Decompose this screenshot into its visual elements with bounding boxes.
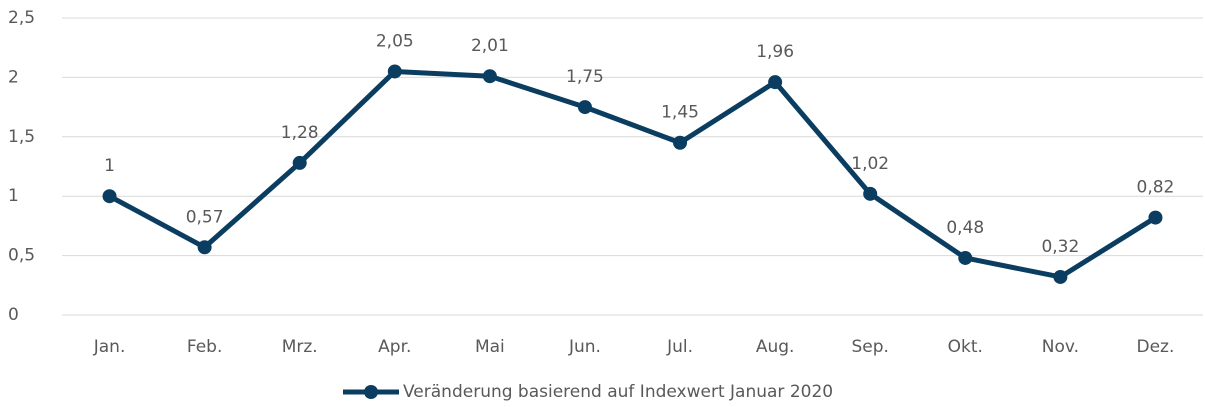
y-tick-label: 1,5	[8, 127, 35, 147]
point	[102, 189, 117, 204]
legend-marker	[364, 385, 378, 399]
data-label: 0,82	[1137, 178, 1175, 198]
point	[292, 155, 307, 170]
point	[197, 240, 212, 255]
x-tick-label: Mrz.	[282, 337, 318, 357]
data-label: 0,48	[946, 218, 984, 238]
point	[958, 250, 973, 265]
x-tick-label: Mai	[475, 337, 505, 357]
x-tick-label: Aug.	[756, 337, 795, 357]
point	[1053, 269, 1068, 284]
y-tick-label: 2	[8, 67, 19, 87]
data-label: 2,05	[376, 31, 414, 51]
legend-label: Veränderung basierend auf Indexwert Janu…	[403, 382, 833, 402]
data-label: 1,02	[851, 154, 889, 174]
x-tick-label: Okt.	[948, 337, 983, 357]
y-tick-label: 2,5	[8, 8, 35, 28]
point	[577, 100, 592, 115]
x-tick-label: Jun.	[568, 337, 601, 357]
x-tick-label: Apr.	[378, 337, 411, 357]
point	[387, 64, 402, 79]
data-label: 0,57	[186, 207, 224, 227]
point	[768, 75, 783, 90]
data-label: 1,28	[281, 123, 319, 143]
x-tick-label: Feb.	[187, 337, 223, 357]
y-tick-label: 1	[8, 186, 19, 206]
x-tick-label: Jan.	[93, 337, 126, 357]
x-tick-label: Dez.	[1137, 337, 1175, 357]
y-tick-label: 0,5	[8, 246, 35, 266]
data-label: 2,01	[471, 36, 509, 56]
x-tick-label: Nov.	[1042, 337, 1079, 357]
point	[482, 69, 497, 84]
data-label: 1,96	[756, 42, 794, 62]
point	[1148, 210, 1163, 225]
data-label: 1,45	[661, 103, 699, 123]
point	[863, 186, 878, 201]
y-tick-label: 0	[8, 305, 19, 325]
data-label: 1,75	[566, 67, 604, 87]
line	[108, 68, 1157, 280]
x-tick-label: Jul.	[666, 337, 693, 357]
x-tick-label: Sep.	[851, 337, 888, 357]
data-label: 0,32	[1041, 237, 1079, 257]
point	[673, 135, 688, 150]
data-label: 1	[104, 156, 115, 176]
